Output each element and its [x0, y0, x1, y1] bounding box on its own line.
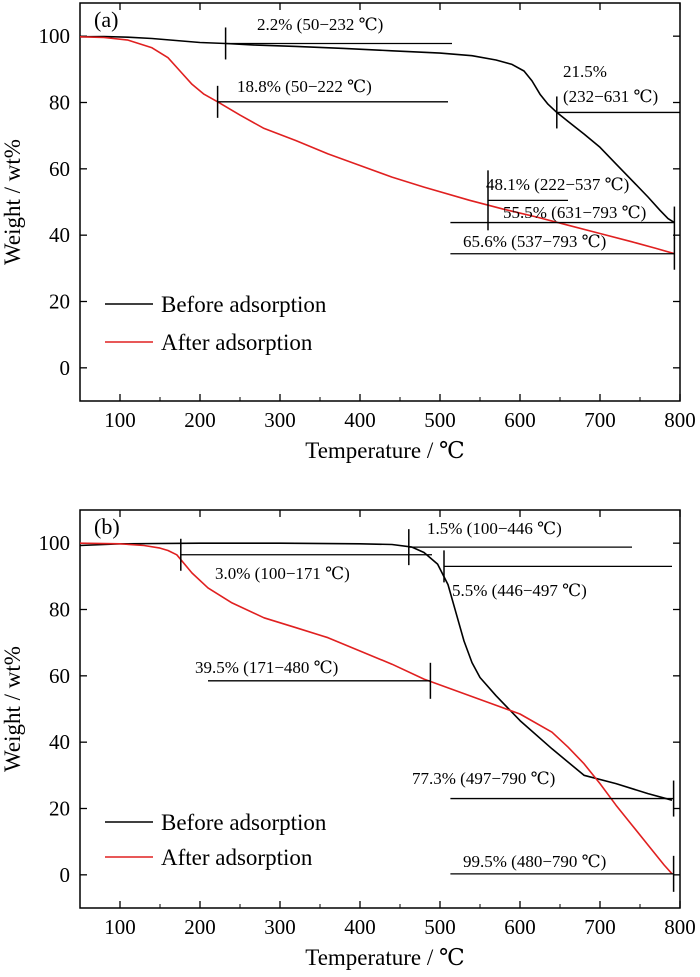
y-tick-label: 60: [49, 664, 70, 688]
x-tick-label: 500: [424, 408, 456, 432]
chart-panel-a: 100 200 300 400 500 600 700 800 0 20 40 60 80 100 Temp…: [0, 2, 696, 463]
annotation-label: 2.2% (50−232 ℃): [257, 15, 383, 34]
y-tick-label: 20: [49, 290, 70, 314]
y-tick-label: 80: [49, 91, 70, 115]
x-axis-title: Temperature / ℃: [305, 438, 465, 463]
y-tick-label: 0: [60, 356, 71, 380]
annotation-label: 21.5%: [563, 62, 607, 81]
y-tick-label: 40: [49, 730, 70, 754]
y-axis-title: Weight / wt%: [0, 139, 25, 265]
x-tick-label: 600: [504, 408, 536, 432]
series-line-before-adsorption: [79, 542, 673, 801]
legend-entry: Before adsorption: [161, 810, 327, 835]
annotation-label: 3.0% (100−171 ℃): [215, 564, 350, 583]
annotation-label: 55.5% (631−793 ℃): [503, 203, 646, 222]
y-tick-label: 40: [49, 223, 70, 247]
x-tick-label: 400: [344, 408, 376, 432]
x-tick-label: 600: [504, 915, 536, 939]
x-tick-label: 300: [264, 408, 296, 432]
legend: Before adsorption After adsorption: [105, 810, 327, 870]
x-tick-label: 800: [664, 915, 696, 939]
series-line-after-adsorption: [79, 36, 675, 255]
x-tick-label: 400: [344, 915, 376, 939]
x-tick-label: 300: [264, 915, 296, 939]
panel-label: (a): [94, 7, 118, 32]
y-tick-label: 100: [39, 531, 71, 555]
annotation-label: 1.5% (100−446 ℃): [427, 519, 562, 538]
series-line-before-adsorption: [79, 35, 675, 224]
x-tick-label: 200: [184, 915, 216, 939]
legend: Before adsorption After adsorption: [105, 292, 327, 355]
annotation-label: 99.5% (480−790 ℃): [463, 852, 606, 871]
x-tick-label: 700: [584, 408, 616, 432]
y-axis-title: Weight / wt%: [0, 646, 25, 772]
y-tick-label: 80: [49, 598, 70, 622]
chart-panel-b: 100 200 300 400 500 600 700 800 0 20 40 60 80 100 Temp…: [0, 509, 696, 970]
y-tick-label: 0: [60, 863, 71, 887]
plot-frame: [79, 2, 681, 402]
annotation-label: 48.1% (222−537 ℃): [486, 175, 629, 194]
y-tick-label: 60: [49, 157, 70, 181]
annotation-label: 39.5% (171−480 ℃): [195, 658, 338, 677]
annotation-label: 5.5% (446−497 ℃): [452, 581, 587, 600]
x-tick-label: 700: [584, 915, 616, 939]
y-tick-label: 20: [49, 797, 70, 821]
y-tick-label: 100: [39, 24, 71, 48]
x-tick-label: 800: [664, 408, 696, 432]
panel-label: (b): [94, 514, 120, 539]
annotation-label: (232−631 ℃): [563, 87, 658, 106]
annotation-label: 77.3% (497−790 ℃): [412, 769, 555, 788]
legend-entry: After adsorption: [161, 845, 313, 870]
x-tick-label: 500: [424, 915, 456, 939]
plot-frame: [79, 509, 681, 909]
x-axis-title: Temperature / ℃: [305, 945, 465, 970]
annotation-label: 18.8% (50−222 ℃): [237, 77, 372, 96]
annotation-label: 65.6% (537−793 ℃): [463, 232, 606, 251]
legend-entry: Before adsorption: [161, 292, 327, 317]
x-tick-label: 200: [184, 408, 216, 432]
x-tick-label: 100: [104, 915, 136, 939]
legend-entry: After adsorption: [161, 330, 313, 355]
x-tick-label: 100: [104, 408, 136, 432]
